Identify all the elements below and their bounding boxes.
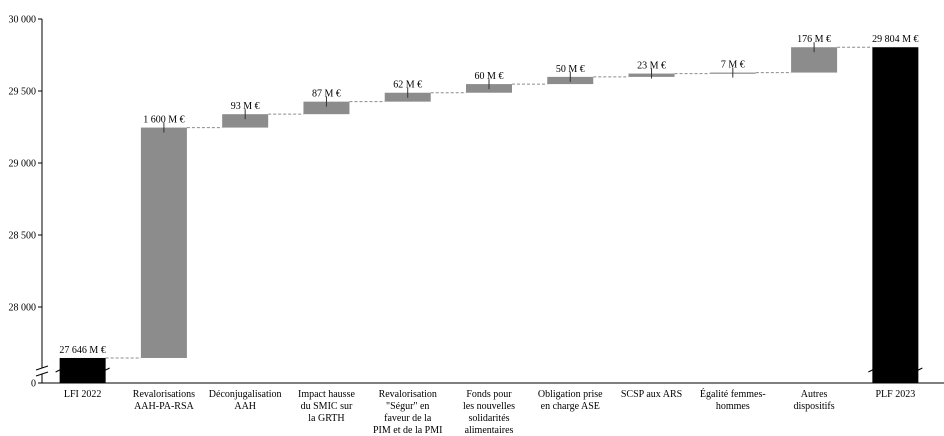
connector-lines (105, 46, 873, 359)
data-label: 60 M € (475, 71, 504, 82)
data-label: 29 804 M € (872, 34, 918, 45)
data-label: 1 600 M € (143, 115, 184, 126)
bar (303, 101, 350, 115)
category-label: PIM et de la PMI (373, 425, 442, 436)
data-label: 176 M € (797, 34, 831, 45)
category-label: Fonds pour (466, 389, 512, 400)
category-label: "Ségur" en (386, 401, 429, 412)
y-tick-label: 28 000 (9, 303, 37, 314)
data-label: 27 646 M € (59, 345, 105, 356)
data-label: 23 M € (637, 61, 666, 72)
axis-break-mark (35, 371, 49, 377)
category-label: alimentaires (465, 425, 514, 436)
category-label: PLF 2023 (875, 389, 915, 400)
category-label: LFI 2022 (64, 389, 102, 400)
category-label: les nouvelles (463, 401, 515, 412)
data-label: 93 M € (231, 101, 260, 112)
category-label: Déconjugalisation (209, 389, 282, 400)
bar (222, 114, 269, 128)
bar (59, 357, 106, 383)
data-label: 62 M € (393, 80, 422, 91)
category-label: Égalité femmes- (700, 388, 766, 400)
category-label: solidarités (468, 413, 509, 424)
category-label: Autres (801, 389, 828, 400)
y-tick-label: 29 500 (9, 87, 37, 98)
bars (59, 42, 919, 383)
category-label: la GRTH (308, 413, 344, 424)
data-label: 7 M € (721, 60, 745, 71)
category-label: AAH (234, 401, 256, 412)
y-tick-label: 28 500 (9, 231, 37, 242)
category-label: Revalorisations (133, 389, 195, 400)
data-labels: 27 646 M € 1 600 M € 93 M € 87 M € 62 M € 60 … (59, 34, 918, 356)
category-label: hommes (716, 401, 750, 412)
y-tick-label: 30 000 (9, 15, 37, 26)
data-label: 50 M € (556, 64, 585, 75)
category-label: Impact hausse (298, 389, 355, 400)
category-label: Obligation prise (538, 389, 603, 400)
category-label: Revalorisation (379, 389, 437, 400)
y-tick-label: 29 000 (9, 159, 37, 170)
category-label: dispositifs (794, 401, 835, 412)
y-tick-label: 0 (31, 379, 36, 390)
category-label: faveur de la (384, 413, 432, 424)
category-label: en charge ASE (541, 401, 600, 412)
data-label: 87 M € (312, 89, 341, 100)
bar (140, 127, 187, 358)
bar (872, 47, 919, 383)
category-label: du SMIC sur (301, 401, 353, 412)
axis-break-mark (35, 365, 49, 371)
category-label: AAH-PA-RSA (134, 401, 194, 412)
category-label: SCSP aux ARS (621, 389, 682, 400)
